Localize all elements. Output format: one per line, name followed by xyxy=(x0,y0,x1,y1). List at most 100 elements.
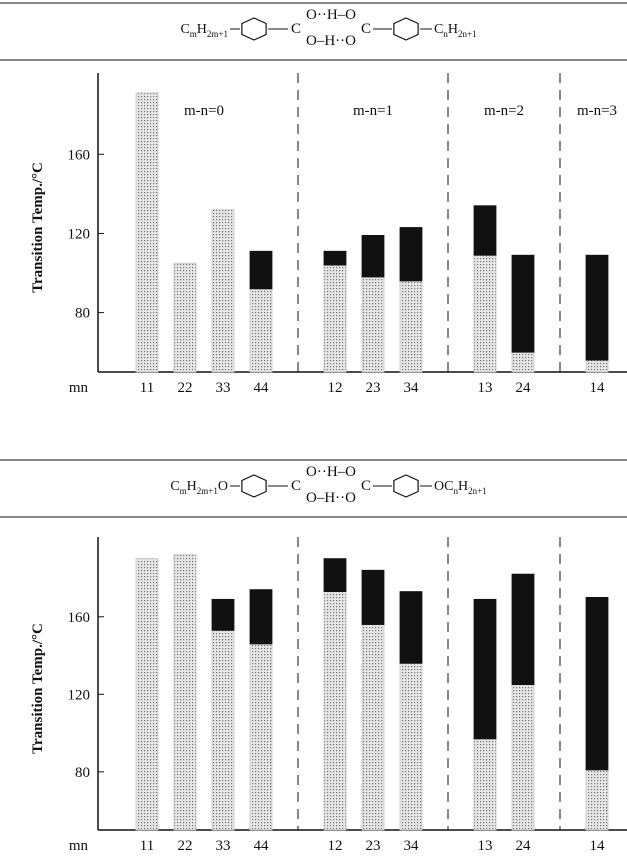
formula-part: n xyxy=(443,29,448,39)
formula-part: 2m+1 xyxy=(207,29,228,39)
x-axis-label: mn xyxy=(69,380,89,396)
group-label: m-n=2 xyxy=(484,103,524,119)
y-tick-label: 80 xyxy=(75,765,90,781)
bar-segment xyxy=(249,288,273,373)
formula: CnH2n+1 xyxy=(434,22,477,39)
bar-segment xyxy=(249,589,273,645)
bar-segment xyxy=(361,624,385,831)
bridge: O··H–O xyxy=(306,7,356,23)
x-tick-label: 13 xyxy=(478,380,493,396)
x-tick-label: 14 xyxy=(590,838,606,854)
formula-part: C xyxy=(170,479,179,494)
bar-segment xyxy=(323,264,347,373)
bar-segment xyxy=(323,558,347,592)
bar-segment xyxy=(511,573,535,686)
bar-segment xyxy=(399,280,423,373)
x-tick-label: 23 xyxy=(366,380,381,396)
x-tick-label: 44 xyxy=(254,838,270,854)
bar-segment xyxy=(585,596,609,771)
bridge: O–H··O xyxy=(306,33,356,49)
x-tick-label: 12 xyxy=(328,380,343,396)
bar-segment xyxy=(511,351,535,373)
formula-part: C xyxy=(434,22,443,37)
bar-segment xyxy=(323,591,347,831)
formula-part: H xyxy=(187,479,197,494)
bar-segment xyxy=(361,276,385,373)
benzene-ring xyxy=(393,17,419,41)
x-tick-label: 34 xyxy=(404,380,420,396)
group-label: m-n=1 xyxy=(353,103,393,119)
bar-segment xyxy=(211,629,235,831)
formula-part: H xyxy=(197,22,207,37)
bar-segment xyxy=(361,235,385,278)
bar-segment xyxy=(473,254,497,373)
carbon: C xyxy=(361,478,371,494)
x-tick-label: 14 xyxy=(590,380,606,396)
bar-segment xyxy=(249,643,273,831)
formula-part: H xyxy=(448,22,458,37)
bar-segment xyxy=(211,209,235,373)
x-tick-label: 22 xyxy=(178,838,193,854)
bar-segment xyxy=(511,254,535,353)
x-tick-label: 11 xyxy=(140,380,154,396)
formula-part: H xyxy=(458,479,468,494)
bar-segment xyxy=(473,205,497,256)
bridge: O–H··O xyxy=(306,490,356,506)
x-tick-label: 12 xyxy=(328,838,343,854)
bridge: O··H–O xyxy=(306,464,356,480)
x-tick-label: 44 xyxy=(254,380,270,396)
y-axis-label: Transition Temp./°C xyxy=(30,623,46,754)
bar-segment xyxy=(173,554,197,831)
x-tick-label: 24 xyxy=(516,838,532,854)
bar-segment xyxy=(399,591,423,664)
formula-part: 2n+1 xyxy=(458,29,477,39)
x-tick-label: 33 xyxy=(216,380,231,396)
x-tick-label: 33 xyxy=(216,838,231,854)
x-tick-label: 13 xyxy=(478,838,493,854)
bar-segment xyxy=(249,250,273,290)
bar-segment xyxy=(473,598,497,740)
y-axis-label: Transition Temp./°C xyxy=(30,162,46,293)
carbon: C xyxy=(291,478,301,494)
bar-segment xyxy=(173,262,197,373)
x-tick-label: 24 xyxy=(516,380,532,396)
y-tick-label: 80 xyxy=(75,306,90,322)
formula-part: 2n+1 xyxy=(468,486,487,496)
benzene-ring xyxy=(241,17,267,41)
bar-segment xyxy=(361,569,385,625)
bar-segment xyxy=(585,359,609,373)
bar-segment xyxy=(211,598,235,631)
bar-segment xyxy=(135,92,159,373)
y-tick-label: 120 xyxy=(68,687,91,703)
x-tick-label: 11 xyxy=(140,838,154,854)
x-tick-label: 34 xyxy=(404,838,420,854)
formula-part: OC xyxy=(434,479,453,494)
formula-part: 2m+1 xyxy=(197,486,218,496)
bar-segment xyxy=(473,738,497,831)
y-tick-label: 120 xyxy=(68,226,91,242)
formula-part: n xyxy=(453,486,458,496)
group-label: m-n=3 xyxy=(577,103,617,119)
group-label: m-n=0 xyxy=(184,103,224,119)
benzene-ring xyxy=(241,474,267,498)
bar-segment xyxy=(399,662,423,831)
x-axis-label: mn xyxy=(69,838,89,854)
bar-segment xyxy=(399,227,423,282)
benzene-ring xyxy=(393,474,419,498)
bar-segment xyxy=(585,769,609,831)
formula: CmH2m+1O xyxy=(170,479,228,496)
y-tick-label: 160 xyxy=(68,147,91,163)
formula-part: m xyxy=(190,29,197,39)
bar-segment xyxy=(323,250,347,266)
formula-part: C xyxy=(180,22,189,37)
formula-part: m xyxy=(180,486,187,496)
carbon: C xyxy=(361,21,371,37)
formula: OCnH2n+1 xyxy=(434,479,487,496)
formula: CmH2m+1 xyxy=(180,22,228,39)
formula-part: O xyxy=(218,479,228,494)
x-tick-label: 23 xyxy=(366,838,381,854)
carbon: C xyxy=(291,21,301,37)
bar-segment xyxy=(135,558,159,831)
bar-segment xyxy=(585,254,609,361)
